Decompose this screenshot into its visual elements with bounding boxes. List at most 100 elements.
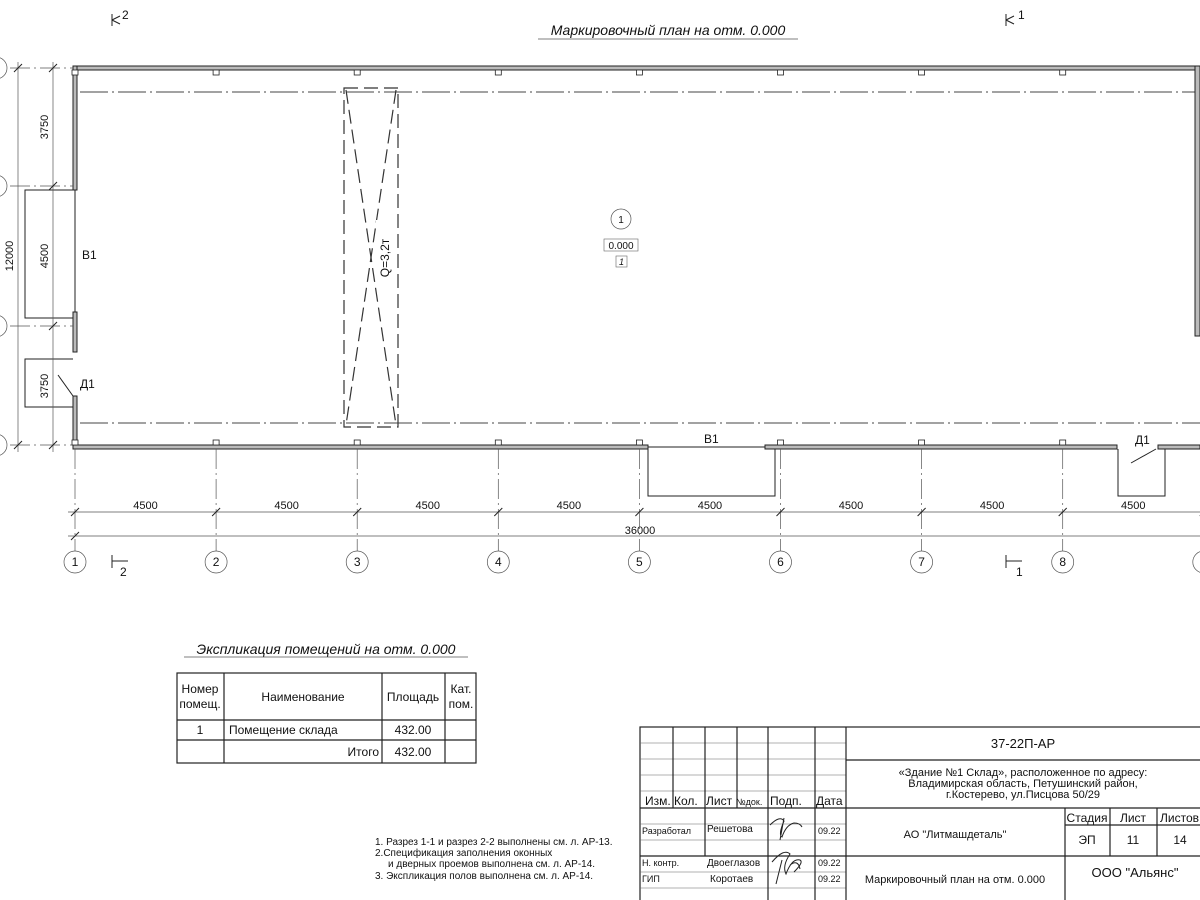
- axis-label: 7: [918, 555, 925, 569]
- svg-text:Разработал: Разработал: [642, 826, 691, 836]
- span-dimension: 4500: [416, 500, 440, 512]
- svg-text:Решетова: Решетова: [707, 824, 753, 835]
- svg-text:12000: 12000: [4, 241, 16, 272]
- dimension-tick: [917, 507, 926, 517]
- svg-text:Маркировочный план на отм. 0.0: Маркировочный план на отм. 0.000: [865, 874, 1045, 886]
- column-marker: [494, 439, 502, 446]
- svg-text:2: 2: [122, 8, 129, 22]
- title-block: 37-22П-АР «Здание №1 Склад», расположенн…: [639, 726, 1200, 900]
- svg-text:14: 14: [1173, 833, 1187, 847]
- svg-text:4500: 4500: [39, 244, 51, 268]
- axis-bubble: [1051, 550, 1075, 574]
- span-dimension: 4500: [839, 500, 863, 512]
- column-marker: [494, 69, 502, 76]
- svg-text:«Здание №1 Склад», расположенн: «Здание №1 Склад», расположенное по адре…: [899, 767, 1148, 779]
- axis-label: 6: [777, 555, 784, 569]
- column-marker: [777, 439, 784, 446]
- column-marker: [353, 439, 361, 446]
- left-dimensions: 12000 3750 4500 3750: [0, 57, 73, 456]
- svg-text:Площадь: Площадь: [387, 690, 439, 704]
- column-marker: [212, 439, 220, 446]
- crane-capacity-label: Q=3,2т: [378, 238, 392, 277]
- column-marker: [918, 439, 925, 446]
- svg-text:г.Костерево, ул.Писцова 50/29: г.Костерево, ул.Писцова 50/29: [946, 789, 1100, 801]
- axis-label: 3: [354, 555, 361, 569]
- axis-label: 4: [495, 555, 502, 569]
- column-marker: [1059, 69, 1067, 76]
- axis-label: 1: [72, 555, 79, 569]
- drawing-code: 37-22П-АР: [991, 736, 1055, 751]
- axis-label: 5: [636, 555, 643, 569]
- plan-title: Маркировочный план на отм. 0.000: [551, 22, 786, 38]
- svg-text:АО "Литмашдеталь": АО "Литмашдеталь": [904, 829, 1007, 841]
- grid-axes: 1 4500 2 4500 3 4500 4 4500 5 4500 6 4500 7 4500 8 4500: [63, 69, 1200, 574]
- svg-text:Владимирская область, Петушинс: Владимирская область, Петушинский район,: [908, 778, 1137, 790]
- section-mark-bottom-left: 2: [111, 555, 128, 579]
- door-bottom-d1: Д1: [1117, 433, 1166, 497]
- svg-text:09.22: 09.22: [818, 874, 841, 884]
- general-notes: 1. Разрез 1-1 и разрез 2-2 выполнены см.…: [375, 837, 613, 882]
- svg-text:11: 11: [1127, 833, 1140, 847]
- dimension-tick: [352, 507, 362, 517]
- dimension-tick: [776, 507, 785, 517]
- svg-text:Лист: Лист: [706, 794, 733, 808]
- axis-bubble: [910, 550, 933, 574]
- svg-text:ООО "Альянс": ООО "Альянс": [1092, 865, 1179, 880]
- svg-text:Листов: Листов: [1160, 811, 1199, 825]
- span-dimension: 4500: [698, 500, 722, 512]
- column-marker: [636, 439, 643, 446]
- dimension-tick: [493, 507, 503, 517]
- explication-title: Экспликация помещений на отм. 0.000: [197, 641, 456, 657]
- axis-bubble: [63, 550, 87, 574]
- column-marker: [777, 69, 784, 76]
- svg-text:Кат.: Кат.: [451, 682, 472, 696]
- column-marker: [636, 69, 643, 76]
- svg-text:3750: 3750: [39, 115, 51, 139]
- signature-2: [771, 851, 802, 885]
- table-total-row: Итого 432.00: [348, 745, 432, 759]
- section-mark-bottom-right: 1: [1005, 555, 1023, 579]
- axis-bubble: [486, 550, 510, 574]
- axis-bubble: [204, 550, 228, 574]
- svg-text:1: 1: [1016, 565, 1023, 579]
- gate-bottom-b1: В1: [647, 432, 776, 497]
- svg-text:ЭП: ЭП: [1078, 833, 1095, 847]
- column-marker: [1059, 439, 1067, 446]
- svg-text:Кол.: Кол.: [674, 794, 698, 808]
- svg-text:3750: 3750: [39, 374, 51, 398]
- svg-text:Д1: Д1: [1135, 433, 1150, 447]
- svg-text:3. Экспликация полов выполнена: 3. Экспликация полов выполнена см. л. АР…: [375, 871, 593, 882]
- svg-text:09.22: 09.22: [818, 826, 841, 836]
- section-mark-top-right: 1: [1005, 8, 1025, 26]
- dimension-tick: [70, 531, 80, 541]
- table-row: 1 Помещение склада 432.00: [197, 723, 432, 737]
- svg-text:1: 1: [618, 215, 624, 226]
- svg-text:Помещение склада: Помещение склада: [229, 723, 338, 737]
- svg-text:Двоеглазов: Двоеглазов: [707, 858, 760, 869]
- svg-text:пом.: пом.: [449, 697, 474, 711]
- dimension-tick: [211, 507, 221, 517]
- section-mark-top-left: 2: [111, 8, 129, 26]
- column-marker: [71, 439, 79, 446]
- svg-text:1: 1: [1018, 8, 1025, 22]
- column-marker: [212, 69, 220, 76]
- svg-text:Н. контр.: Н. контр.: [642, 858, 679, 868]
- dimension-tick: [635, 507, 644, 517]
- svg-text:№док.: №док.: [736, 797, 762, 807]
- column-marker: [353, 69, 361, 76]
- svg-text:0.000: 0.000: [608, 241, 633, 252]
- svg-text:09.22: 09.22: [818, 858, 841, 868]
- svg-text:и дверных проемов выполнена см: и дверных проемов выполнена см. л. АР-14…: [388, 859, 595, 870]
- column-marker: [71, 69, 79, 76]
- door-left-d1: Д1: [24, 358, 95, 408]
- axis-bubble: [628, 550, 651, 574]
- axis-bubble: [769, 550, 792, 574]
- span-dimension: 4500: [274, 500, 298, 512]
- svg-text:Номер: Номер: [182, 682, 219, 696]
- svg-text:1: 1: [619, 257, 624, 267]
- dimension-tick: [70, 507, 80, 517]
- svg-text:432.00: 432.00: [395, 745, 432, 759]
- svg-text:Итого: Итого: [348, 745, 380, 759]
- svg-text:Стадия: Стадия: [1067, 811, 1108, 825]
